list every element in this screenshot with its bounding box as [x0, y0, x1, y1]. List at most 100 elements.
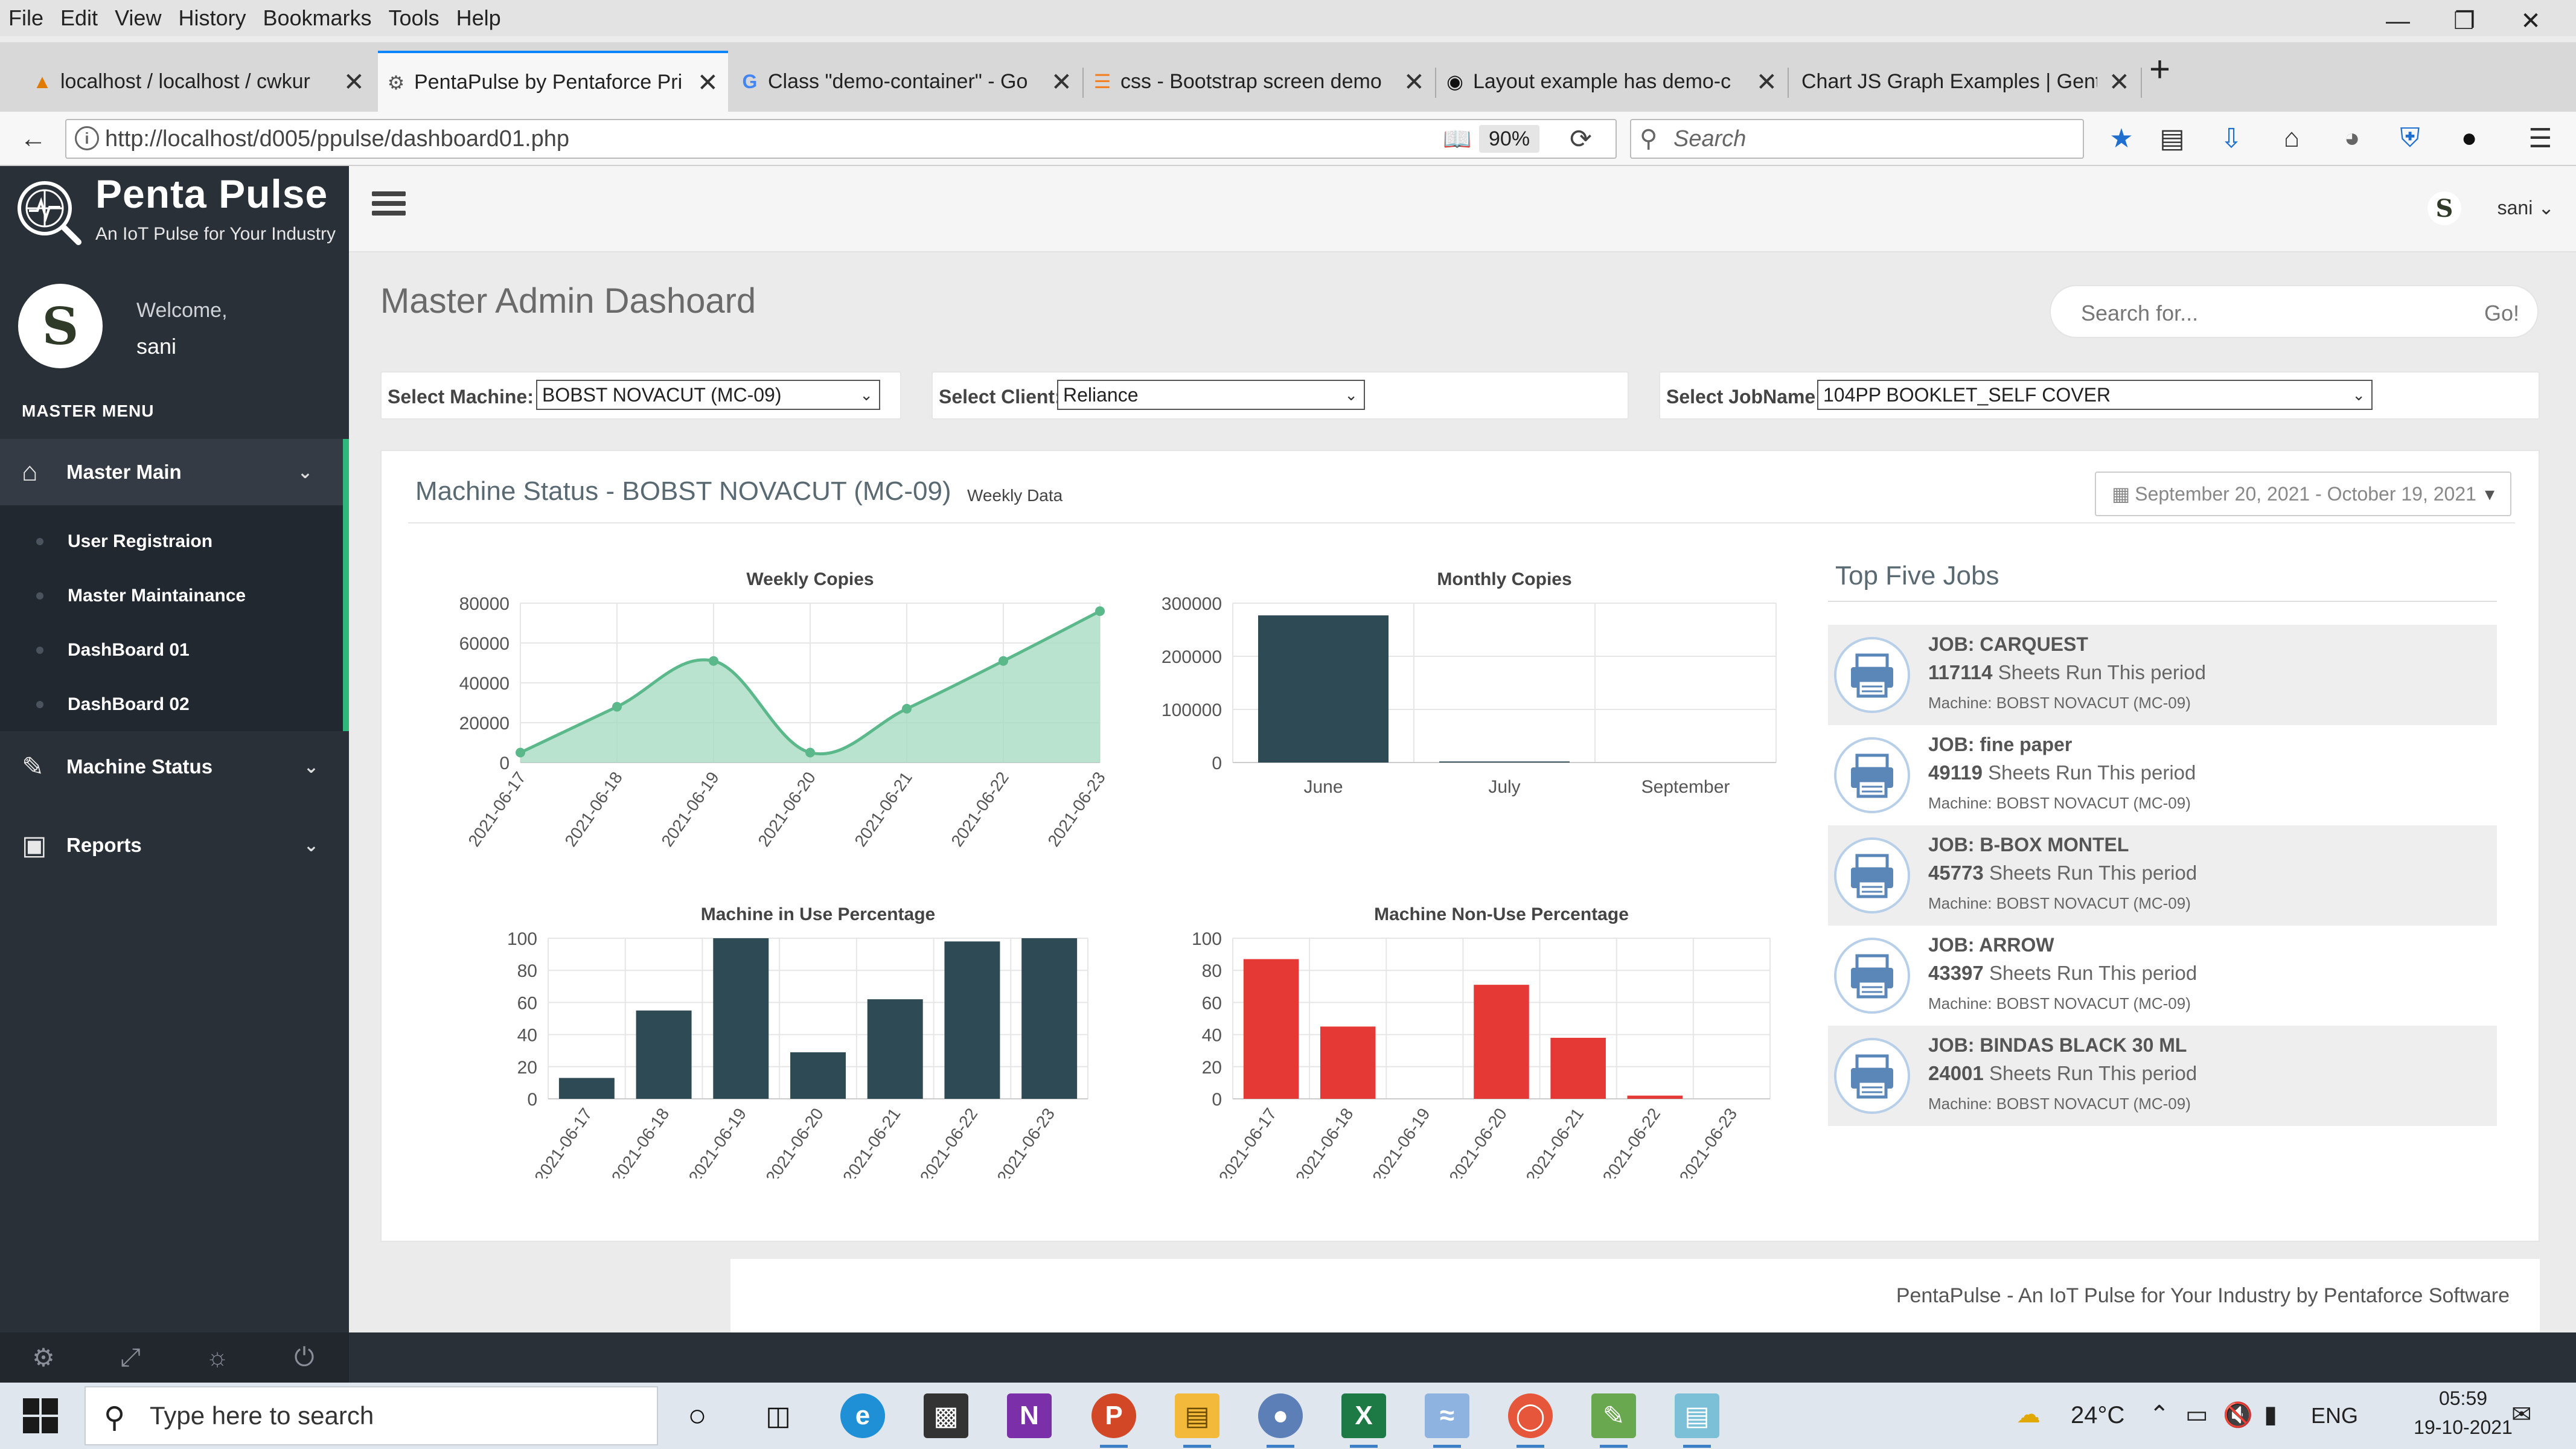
new-tab-icon[interactable]: + [2149, 49, 2171, 89]
reader-view-icon[interactable]: 📖 [1443, 127, 1472, 152]
clock-time[interactable]: 05:59 [2438, 1387, 2488, 1409]
machine-select-value: BOBST NOVACUT (MC-09) [542, 384, 782, 406]
tab-stackoverflow[interactable]: ☰ css - Bootstrap screen demo ✕ [1084, 54, 1434, 109]
top-job-item[interactable]: JOB: B-BOX MONTEL 45773 Sheets Run This p… [1828, 825, 2497, 926]
bar [1627, 1095, 1683, 1099]
tab-close-icon[interactable]: ✕ [2108, 67, 2130, 96]
user-avatar[interactable]: S [2427, 191, 2461, 225]
edge-icon[interactable]: e [840, 1393, 885, 1438]
nav-master-maintenance[interactable]: Master Maintainance [0, 572, 343, 620]
firefox-icon[interactable]: ◯ [1508, 1393, 1553, 1448]
tab-chartjs[interactable]: Chart JS Graph Examples | Gente ✕ [1789, 54, 2140, 109]
tab-close-icon[interactable]: ✕ [697, 68, 718, 97]
menu-bookmarks[interactable]: Bookmarks [263, 5, 372, 30]
nav-reports[interactable]: ▣ Reports ⌄ [0, 812, 349, 878]
tab-close-icon[interactable]: ✕ [1403, 67, 1425, 96]
bookmark-star-icon[interactable]: ★ [2109, 123, 2133, 153]
search-go-button[interactable]: Go! [2484, 301, 2519, 325]
chat-app-icon[interactable]: ● [1258, 1393, 1303, 1448]
fullscreen-icon[interactable]: ⤢ [120, 1342, 141, 1371]
maximize-icon[interactable]: ❐ [2453, 8, 2475, 34]
device-icon[interactable]: ▭ [2185, 1401, 2208, 1428]
x-tick-label: 2021-06-22 [916, 1105, 982, 1179]
tray-chevron-up-icon[interactable]: ⌃ [2149, 1401, 2170, 1428]
top-job-item[interactable]: JOB: CARQUEST 117114 Sheets Run This peri… [1828, 625, 2497, 725]
file-explorer-icon[interactable]: ▤ [1175, 1393, 1219, 1448]
back-icon[interactable]: ← [20, 124, 46, 153]
job-select[interactable]: 104PP BOOKLET_SELF COVER ⌄ [1817, 380, 2373, 410]
top-job-item[interactable]: JOB: BINDAS BLACK 30 ML 24001 Sheets Run … [1828, 1026, 2497, 1126]
weather-icon[interactable]: ☁ [2016, 1401, 2041, 1428]
tab-phpmyadmin[interactable]: ▲ localhost / localhost / cwkur ✕ [24, 54, 374, 109]
top-job-item[interactable]: JOB: fine paper 49119 Sheets Run This per… [1828, 725, 2497, 825]
x-tick-label: 2021-06-23 [1676, 1105, 1741, 1179]
windows-start-icon[interactable] [23, 1398, 58, 1433]
extension-shield-icon[interactable]: ⛨ [2400, 123, 2420, 153]
url-bar[interactable]: i http://localhost/d005/ppulse/dashboard… [65, 119, 1617, 159]
menu-view[interactable]: View [115, 5, 162, 30]
tab-close-icon[interactable]: ✕ [1756, 67, 1777, 96]
x-tick-label: 2021-06-18 [1292, 1105, 1357, 1179]
chart-app-icon[interactable]: ≈ [1425, 1393, 1469, 1448]
close-window-icon[interactable]: ✕ [2520, 8, 2541, 34]
menu-help[interactable]: Help [456, 5, 501, 30]
client-select[interactable]: Reliance ⌄ [1057, 380, 1365, 410]
clock-date[interactable]: 19-10-2021 [2414, 1416, 2513, 1438]
user-dropdown[interactable]: sani ⌄ [2498, 196, 2554, 219]
extension-globe-icon[interactable]: ◕ [2344, 123, 2360, 153]
store-icon[interactable]: ▩ [924, 1393, 968, 1438]
library-icon[interactable]: ▤ [2159, 123, 2185, 153]
hide-eye-icon[interactable]: ☼ [205, 1343, 229, 1371]
hamburger-menu-icon[interactable] [372, 191, 406, 222]
volume-muted-icon[interactable]: 🔇 [2223, 1402, 2253, 1428]
powerpoint-icon[interactable]: P [1091, 1393, 1136, 1448]
bullet-dot [36, 538, 43, 545]
taskbar-search-input[interactable]: ⚲ Type here to search [85, 1386, 658, 1445]
zoom-level[interactable]: 90% [1479, 125, 1540, 153]
brand-logo[interactable]: Penta Pulse An IoT Pulse for Your Indust… [0, 166, 349, 252]
tab-github[interactable]: ◉ Layout example has demo-c ✕ [1437, 54, 1787, 109]
battery-icon[interactable]: ▮ [2264, 1401, 2278, 1428]
home-icon[interactable]: ⌂ [2283, 123, 2300, 153]
profile-avatar[interactable]: S [18, 284, 103, 368]
weather-temperature[interactable]: 24°C [2071, 1402, 2125, 1428]
notifications-icon[interactable]: ✉ [2511, 1401, 2532, 1428]
top-job-item[interactable]: JOB: ARROW 43397 Sheets Run This period Ma… [1828, 926, 2497, 1026]
menu-history[interactable]: History [178, 5, 246, 30]
notepad-icon[interactable]: ▤ [1675, 1393, 1719, 1448]
job-name: JOB: fine paper [1928, 734, 2073, 755]
tab-pentapulse[interactable]: ⚙ PentaPulse by Pentaforce Pri ✕ [378, 51, 728, 112]
paint-icon[interactable]: ✎ [1591, 1393, 1636, 1448]
excel-icon[interactable]: X [1341, 1393, 1386, 1448]
bar [713, 938, 769, 1099]
date-range-picker[interactable]: ▦ September 20, 2021 - October 19, 2021 … [2095, 472, 2511, 516]
nav-dashboard-01[interactable]: DashBoard 01 [0, 626, 343, 674]
nav-master-main[interactable]: ⌂ Master Main ⌄ [0, 439, 349, 505]
cortana-icon[interactable]: ○ [688, 1398, 707, 1433]
browser-search-input[interactable]: ⚲ Search [1630, 119, 2084, 159]
nav-user-registration[interactable]: User Registraion [0, 517, 343, 566]
nav-machine-status[interactable]: ✎ Machine Status ⌄ [0, 734, 349, 800]
nav-dashboard-02[interactable]: DashBoard 02 [0, 680, 343, 729]
language-indicator[interactable]: ENG [2311, 1403, 2359, 1428]
power-icon[interactable]: ⏻ [294, 1342, 315, 1371]
onenote-icon[interactable]: N [1007, 1393, 1052, 1438]
machine-select[interactable]: BOBST NOVACUT (MC-09) ⌄ [536, 380, 880, 410]
data-point [999, 656, 1008, 666]
tab-close-icon[interactable]: ✕ [1050, 67, 1072, 96]
download-icon[interactable]: ⇩ [2220, 123, 2243, 153]
menu-tools[interactable]: Tools [388, 5, 439, 30]
task-view-icon[interactable]: ◫ [765, 1401, 791, 1431]
menu-file[interactable]: File [8, 5, 44, 30]
tab-close-icon[interactable]: ✕ [343, 67, 365, 96]
browser-menu-icon[interactable]: ☰ [2528, 123, 2552, 153]
site-info-icon[interactable]: i [75, 126, 99, 150]
profile-icon[interactable]: ● [2461, 123, 2478, 153]
menu-edit[interactable]: Edit [60, 5, 98, 30]
minimize-icon[interactable]: — [2386, 7, 2410, 34]
bar [1550, 1037, 1606, 1099]
settings-gear-icon[interactable]: ⚙ [32, 1343, 55, 1372]
reload-icon[interactable]: ⟳ [1570, 124, 1592, 154]
tab-google[interactable]: G Class "demo-container" - Go ✕ [732, 54, 1082, 109]
site-search-input[interactable]: Search for... Go! [2050, 285, 2539, 338]
